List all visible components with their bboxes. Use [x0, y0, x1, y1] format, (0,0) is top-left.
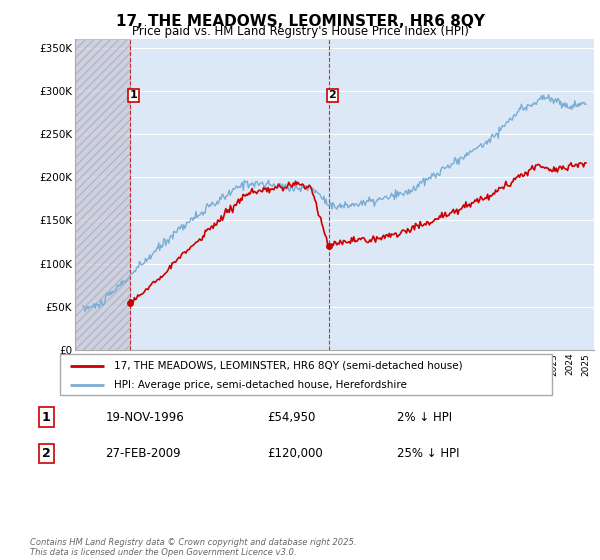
- Text: HPI: Average price, semi-detached house, Herefordshire: HPI: Average price, semi-detached house,…: [114, 380, 407, 390]
- Text: 2: 2: [328, 90, 336, 100]
- Text: 2: 2: [42, 447, 50, 460]
- Text: 27-FEB-2009: 27-FEB-2009: [106, 447, 181, 460]
- FancyBboxPatch shape: [60, 354, 552, 395]
- Text: 17, THE MEADOWS, LEOMINSTER, HR6 8QY: 17, THE MEADOWS, LEOMINSTER, HR6 8QY: [115, 14, 485, 29]
- Bar: [75, 39, 130, 350]
- Text: £54,950: £54,950: [268, 410, 316, 423]
- Text: Contains HM Land Registry data © Crown copyright and database right 2025.
This d: Contains HM Land Registry data © Crown c…: [30, 538, 356, 557]
- Text: 25% ↓ HPI: 25% ↓ HPI: [397, 447, 460, 460]
- Text: 1: 1: [42, 410, 50, 423]
- Text: Price paid vs. HM Land Registry's House Price Index (HPI): Price paid vs. HM Land Registry's House …: [131, 25, 469, 38]
- Text: 17, THE MEADOWS, LEOMINSTER, HR6 8QY (semi-detached house): 17, THE MEADOWS, LEOMINSTER, HR6 8QY (se…: [114, 361, 463, 371]
- Text: 19-NOV-1996: 19-NOV-1996: [106, 410, 184, 423]
- Text: £120,000: £120,000: [268, 447, 323, 460]
- Text: 2% ↓ HPI: 2% ↓ HPI: [397, 410, 452, 423]
- Text: 1: 1: [130, 90, 137, 100]
